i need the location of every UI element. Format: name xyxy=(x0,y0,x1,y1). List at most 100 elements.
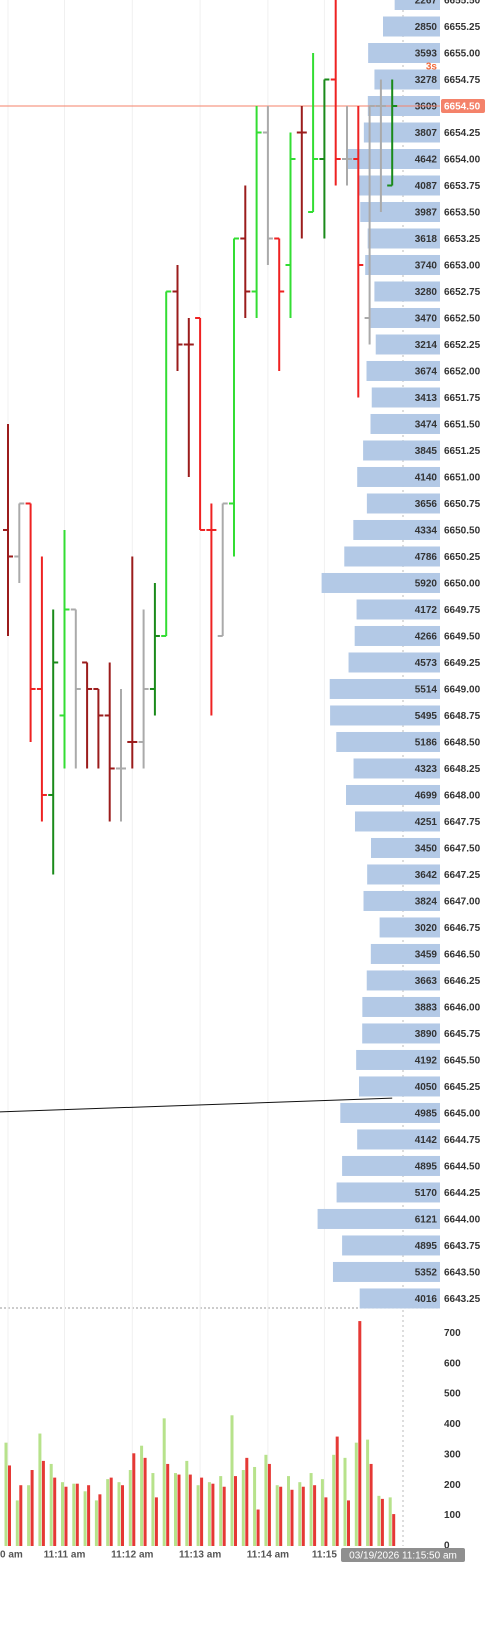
y-tick-label: 6654.25 xyxy=(444,128,481,139)
crosshair-box xyxy=(341,1548,465,1562)
volume-profile-bar xyxy=(383,16,440,37)
annotation: 3s xyxy=(426,62,438,73)
y-tick-label: 200 xyxy=(444,1480,461,1491)
volume-bar xyxy=(30,1470,34,1546)
y-tick-label: 6647.50 xyxy=(444,844,481,855)
volume-bar xyxy=(219,1476,223,1546)
volume-profile-label: 2850 xyxy=(415,22,438,33)
x-tick-label: 0 am xyxy=(0,1550,23,1561)
volume-bar xyxy=(83,1491,87,1546)
y-tick-label: 6652.00 xyxy=(444,367,481,378)
volume-profile-bar xyxy=(370,307,440,328)
volume-profile-label: 3280 xyxy=(415,287,438,298)
y-tick-label: 6643.50 xyxy=(444,1268,481,1279)
volume-profile-bar xyxy=(358,175,440,196)
y-tick-label: 6643.25 xyxy=(444,1294,481,1305)
volume-profile-bar xyxy=(374,69,440,90)
volume-profile-bar xyxy=(353,758,440,779)
volume-profile-bar xyxy=(346,784,440,805)
volume-bar xyxy=(61,1482,64,1546)
volume-profile-bar xyxy=(340,1102,440,1123)
volume-profile-label: 3020 xyxy=(415,923,438,934)
y-tick-label: 6649.75 xyxy=(444,605,481,616)
volume-profile-bar xyxy=(353,519,440,540)
y-tick-label: 6653.25 xyxy=(444,234,481,245)
volume-profile-label: 3656 xyxy=(415,499,438,510)
y-tick-label: 6644.25 xyxy=(444,1188,481,1199)
y-tick-label: 6650.50 xyxy=(444,526,481,537)
y-tick-label: 6653.75 xyxy=(444,181,481,192)
y-tick-label: 100 xyxy=(444,1510,461,1521)
volume-profile-label: 3674 xyxy=(415,367,438,378)
y-tick-label: 6645.25 xyxy=(444,1082,481,1093)
volume-profile-bar xyxy=(336,1182,440,1203)
volume-bar xyxy=(366,1439,370,1546)
volume-bar xyxy=(4,1442,8,1546)
y-tick-label: 6646.25 xyxy=(444,976,481,987)
y-tick-label: 6646.00 xyxy=(444,1003,481,1014)
last-price-label: 6654.50 xyxy=(444,102,481,113)
volume-bar xyxy=(151,1473,155,1546)
volume-bar xyxy=(245,1457,249,1546)
volume-bar xyxy=(143,1457,147,1546)
volume-profile-label: 3740 xyxy=(415,261,438,272)
volume-profile-bar xyxy=(367,228,440,249)
y-tick-label: 600 xyxy=(444,1358,461,1369)
volume-profile-bar xyxy=(366,970,440,991)
volume-bar xyxy=(128,1470,132,1546)
volume-bar xyxy=(309,1473,313,1546)
y-tick-label: 300 xyxy=(444,1449,461,1460)
volume-profile-bar xyxy=(348,652,440,673)
y-tick-label: 6651.00 xyxy=(444,473,481,484)
volume-bar xyxy=(166,1463,170,1546)
volume-profile-label: 3609 xyxy=(415,102,438,113)
volume-profile-bar xyxy=(374,281,440,302)
y-tick-label: 700 xyxy=(444,1328,461,1339)
volume-profile-bar xyxy=(371,387,440,408)
volume-bar xyxy=(241,1470,245,1546)
y-tick-label: 6644.50 xyxy=(444,1162,481,1173)
y-tick-label: 6655.25 xyxy=(444,22,481,33)
volume-bar xyxy=(279,1486,283,1546)
volume-bar xyxy=(256,1509,260,1546)
volume-profile-bar xyxy=(371,837,440,858)
volume-profile-bar xyxy=(367,864,440,885)
y-tick-label: 6648.50 xyxy=(444,738,481,749)
last-price-box xyxy=(441,98,485,113)
volume-profile-label: 4050 xyxy=(415,1082,438,1093)
volume-bar xyxy=(313,1485,317,1546)
volume-bar xyxy=(15,1500,19,1546)
volume-profile-bar xyxy=(342,1155,440,1176)
volume-profile-label: 3987 xyxy=(415,208,438,219)
volume-profile-label: 3663 xyxy=(415,976,438,987)
volume-bar xyxy=(49,1463,53,1546)
volume-bar xyxy=(298,1482,302,1546)
volume-bar xyxy=(94,1500,98,1546)
volume-profile-label: 4251 xyxy=(415,817,438,828)
volume-profile-label: 4334 xyxy=(415,526,438,537)
volume-bar xyxy=(369,1463,373,1546)
volume-bar xyxy=(174,1473,177,1546)
y-tick-label: 6649.50 xyxy=(444,632,481,643)
y-tick-label: 6652.75 xyxy=(444,287,481,298)
volume-profile-bar xyxy=(359,1076,440,1097)
volume-profile-label: 4985 xyxy=(415,1109,438,1120)
y-tick-label: 6648.25 xyxy=(444,764,481,775)
volume-profile-label: 3459 xyxy=(415,950,438,961)
y-tick-label: 6651.75 xyxy=(444,393,481,404)
volume-profile-label: 4895 xyxy=(415,1162,438,1173)
x-tick-label: 11:11 am xyxy=(44,1550,86,1561)
volume-profile-bar xyxy=(344,546,440,567)
volume-bar xyxy=(335,1436,339,1546)
volume-profile-bar xyxy=(394,0,440,10)
volume-profile-label: 5920 xyxy=(415,579,438,590)
volume-profile-label: 5352 xyxy=(415,1268,438,1279)
y-tick-label: 6644.00 xyxy=(444,1215,481,1226)
y-tick-label: 6648.75 xyxy=(444,711,481,722)
volume-profile-label: 3642 xyxy=(415,870,438,881)
volume-profile-label: 3883 xyxy=(415,1003,438,1014)
volume-profile-label: 4699 xyxy=(415,791,438,802)
volume-bar xyxy=(332,1454,336,1546)
